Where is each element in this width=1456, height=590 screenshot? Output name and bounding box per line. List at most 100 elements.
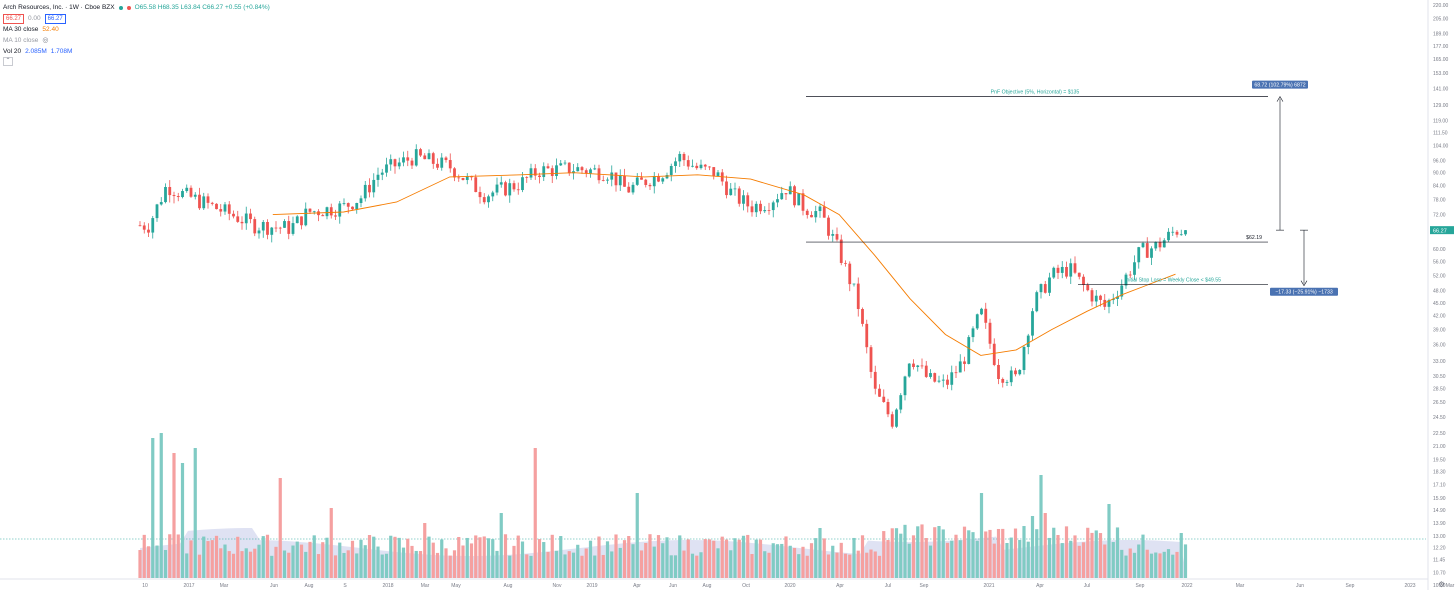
volume-bar [907,543,911,578]
volume-bar [482,536,486,578]
candle-body [1073,263,1077,273]
volume-bar [784,536,788,578]
volume-bar [138,550,142,578]
volume-bar [1030,516,1035,578]
volume-bar [911,535,916,578]
volume-bar [771,543,775,578]
candle-body [958,361,962,373]
volume-bar [618,547,622,578]
candle-body [538,175,541,178]
candle-body [797,193,801,206]
volume-bar [508,555,512,578]
volume-bar [996,528,1001,578]
volume-bar [945,542,950,578]
volume-bar [576,544,580,578]
symbol-title[interactable]: Arch Resources, Inc. · 1W · Cboe BZX [3,4,115,11]
volume-bar [809,543,814,578]
collapse-legend-icon[interactable]: ⌃ [3,57,13,66]
candle-body [678,153,682,162]
ma10-label[interactable]: MA 10 close [3,37,39,44]
candle-body [716,172,720,177]
volume-bar [886,539,890,578]
volume-bar [1069,540,1073,578]
candle-body [1145,243,1149,258]
volume-bar [1013,528,1018,578]
settings-gear-icon[interactable]: ⚙ [1438,580,1446,589]
volume-bar [227,551,231,578]
candle-body [818,206,822,212]
buy-button[interactable]: 66.27 [44,13,66,24]
volume-bar [792,547,797,578]
vol-label[interactable]: Vol 20 [3,48,22,55]
candle-body [338,203,342,217]
price-tick-label: 84.00 [1433,184,1446,190]
volume-bar [1107,504,1111,578]
candle-body [516,189,520,191]
candle-body [576,167,580,172]
candle-body [410,160,414,166]
candle-body [550,168,554,176]
candle-body [1094,295,1098,302]
time-tick-label: 2018 [382,583,393,589]
time-tick-label: Apr [836,583,844,589]
candle-body [249,213,252,220]
price-tick-label: 24.50 [1433,415,1446,421]
candle-body [1009,370,1013,383]
volume-bar [1081,542,1086,578]
candle-body [1018,370,1022,375]
candle-body [967,337,971,364]
candle-body [1137,247,1141,263]
candle-body [236,216,240,222]
candle-body [848,263,852,285]
candle-body [168,186,172,196]
candle-body [304,208,308,226]
candle-body [244,213,248,224]
volume-bar [231,553,236,578]
candle-body [219,209,223,212]
volume-bar [435,552,440,578]
volume-bar [1183,544,1188,578]
volume-bar [950,540,954,578]
volume-bar [372,536,376,578]
price-tick-label: 104.00 [1433,144,1449,150]
volume-bar [754,539,758,578]
volume-bar [406,538,410,578]
time-tick-label: 2020 [784,583,795,589]
candle-body [448,160,452,169]
ma30-label[interactable]: MA 30 close [3,26,39,33]
volume-bar [355,553,359,578]
volume-bar [979,493,984,578]
volume-bar [975,540,979,578]
volume-bar [1115,527,1120,578]
candle-body [1167,231,1170,241]
candle-body [453,168,456,178]
candle-body [291,223,295,234]
volume-bar [788,545,792,578]
candle-body [1179,234,1183,236]
candle-body [346,203,350,207]
candle-body [1175,231,1179,235]
candle-body [478,192,482,198]
volume-bar [270,555,274,578]
volume-bar [780,543,784,578]
candle-body [975,314,979,329]
volume-bar [333,555,338,578]
volume-bar [916,526,920,578]
candle-body [495,184,499,193]
price-tick-label: 177.00 [1433,44,1449,50]
sell-button[interactable]: 66.27 [3,13,25,24]
candle-body [359,198,363,203]
time-tick-label: 2021 [983,583,994,589]
candle-body [325,207,329,217]
eye-hidden-icon[interactable]: ◎ [42,37,49,44]
price-tick-label: 52.00 [1433,274,1446,280]
candle-body [436,163,439,168]
candle-body [1056,267,1060,273]
volume-bar [376,546,380,578]
volume-bar [363,545,367,578]
last-price-marker [1430,226,1454,235]
volume-bar [559,536,563,578]
candle-body [1048,277,1051,293]
volume-bar [525,554,529,578]
